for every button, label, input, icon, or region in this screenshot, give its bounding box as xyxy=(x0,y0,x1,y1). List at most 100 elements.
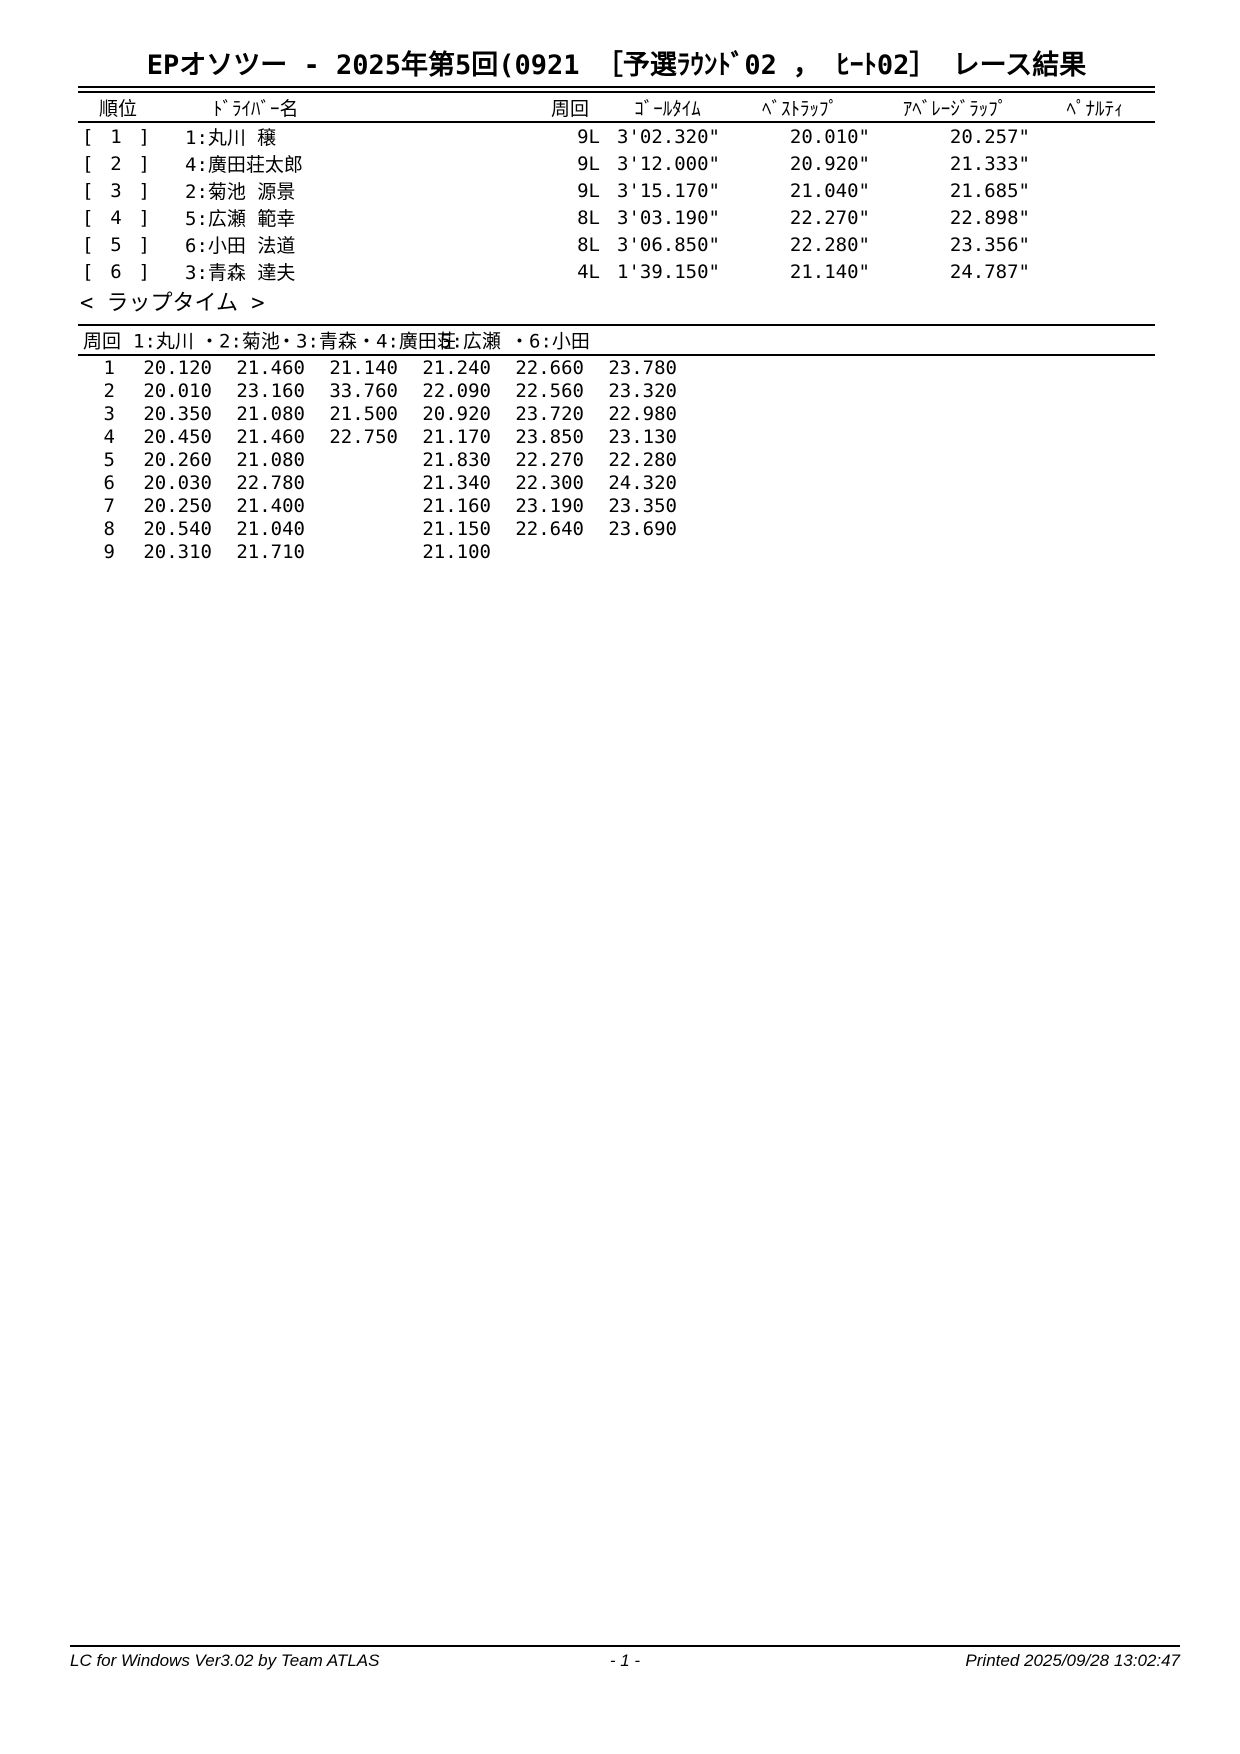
rank-value: 6 xyxy=(110,260,122,283)
footer-software-credit: LC for Windows Ver3.02 by Team ATLAS xyxy=(70,1651,380,1670)
lap-time-cell: 21.830 xyxy=(422,448,491,471)
column-header-laps: 周回 xyxy=(530,93,610,123)
footer-page-number: - 1 - xyxy=(609,1651,641,1670)
lap-row: 5 20.260 21.080 21.830 22.270 22.280 xyxy=(78,448,1155,471)
page-title: EPオソツー - 2025年第5回(0921 ［予選ﾗｳﾝﾄﾞ02 ， ﾋｰﾄ0… xyxy=(146,50,1087,81)
lap-col-header-driver5: 5:広瀬 xyxy=(440,330,501,353)
lap-col-header-driver2: ・2:菊池 xyxy=(200,330,280,353)
lap-time-cell: 21.040 xyxy=(236,517,305,540)
lap-time-cell: 22.560 xyxy=(515,379,584,402)
lap-time-cell: 23.350 xyxy=(608,494,677,517)
lap-time-cell xyxy=(309,448,402,471)
rank-bracket-close: ] xyxy=(138,152,150,175)
lap-time-cell: 21.340 xyxy=(422,471,491,494)
lap-number-cell: 9 xyxy=(103,540,115,563)
lap-time-cell: 22.660 xyxy=(515,356,584,379)
lap-count-cell: 9L xyxy=(577,125,600,148)
lap-count-cell: 8L xyxy=(577,206,600,229)
lap-count-cell: 8L xyxy=(577,233,600,256)
lap-number-cell: 2 xyxy=(103,379,115,402)
rank-value: 4 xyxy=(110,206,122,229)
lap-count-cell: 9L xyxy=(577,152,600,175)
driver-name-cell: 3:青森 達夫 xyxy=(185,262,296,284)
best-lap-cell: 22.280" xyxy=(789,233,870,256)
goal-time-cell: 3'02.320" xyxy=(617,125,720,148)
result-row: [6] 3:青森 達夫 4L 1'39.150" 21.140" 24.787" xyxy=(78,258,1155,285)
column-header-penalty: ﾍﾟﾅﾙﾃｨ xyxy=(1035,93,1155,123)
driver-name-cell: 5:広瀬 範幸 xyxy=(185,208,296,230)
column-header-rank: 順位 xyxy=(78,93,158,123)
best-lap-cell: 20.010" xyxy=(789,125,870,148)
best-lap-cell: 21.040" xyxy=(789,179,870,202)
lap-time-cell: 23.130 xyxy=(608,425,677,448)
lap-section-title: < ラップタイム > xyxy=(80,291,265,316)
lap-table-header-row: 周回 1:丸川 ・2:菊池 ・3:青森 ・4:廣田荘 5:広瀬 ・6:小田 xyxy=(78,326,1155,356)
rank-bracket-close: ] xyxy=(138,260,150,283)
lap-time-cell: 23.320 xyxy=(608,379,677,402)
column-header-driver: ﾄﾞﾗｲﾊﾞｰ名 xyxy=(158,93,530,123)
lap-time-cell: 23.190 xyxy=(515,494,584,517)
rank-bracket-open: [ xyxy=(82,179,94,202)
lap-time-cell: 22.090 xyxy=(422,379,491,402)
driver-name-cell: 2:菊池 源景 xyxy=(185,181,296,203)
rank-bracket-close: ] xyxy=(138,206,150,229)
lap-time-cell: 20.540 xyxy=(143,517,212,540)
lap-time-cell xyxy=(495,540,588,563)
average-lap-cell: 23.356" xyxy=(949,233,1030,256)
rank-cell: [5] xyxy=(78,231,158,258)
goal-time-cell: 3'03.190" xyxy=(617,206,720,229)
goal-time-cell: 1'39.150" xyxy=(617,260,720,283)
title-divider xyxy=(78,86,1155,93)
result-row: [1] 1:丸川 穣 9L 3'02.320" 20.010" 20.257" xyxy=(78,122,1155,150)
goal-time-cell: 3'06.850" xyxy=(617,233,720,256)
empty-cell xyxy=(681,471,1155,494)
driver-name-cell: 6:小田 法道 xyxy=(185,235,296,257)
lap-time-cell: 21.500 xyxy=(329,402,398,425)
lap-time-cell: 20.450 xyxy=(143,425,212,448)
lap-time-cell: 21.170 xyxy=(422,425,491,448)
result-row: [5] 6:小田 法道 8L 3'06.850" 22.280" 23.356" xyxy=(78,231,1155,258)
lap-time-cell xyxy=(588,540,681,563)
lap-table: 周回 1:丸川 ・2:菊池 ・3:青森 ・4:廣田荘 5:広瀬 ・6:小田 1 … xyxy=(78,324,1155,563)
lap-row: 2 20.010 23.160 33.760 22.090 22.560 23.… xyxy=(78,379,1155,402)
lap-row: 9 20.310 21.710 21.100 xyxy=(78,540,1155,563)
best-lap-cell: 22.270" xyxy=(789,206,870,229)
lap-row: 6 20.030 22.780 21.340 22.300 24.320 xyxy=(78,471,1155,494)
lap-count-cell: 9L xyxy=(577,179,600,202)
empty-cell xyxy=(681,379,1155,402)
result-row: [2] 4:廣田荘太郎 9L 3'12.000" 20.920" 21.333" xyxy=(78,150,1155,177)
rank-bracket-open: [ xyxy=(82,233,94,256)
column-header-best-lap: ﾍﾞｽﾄﾗｯﾌﾟ xyxy=(725,93,875,123)
rank-value: 1 xyxy=(110,125,122,148)
rank-value: 5 xyxy=(110,233,122,256)
rank-bracket-open: [ xyxy=(82,260,94,283)
driver-name-cell: 1:丸川 穣 xyxy=(185,127,277,149)
lap-time-cell xyxy=(309,517,402,540)
lap-number-cell: 6 xyxy=(103,471,115,494)
lap-time-cell: 21.710 xyxy=(236,540,305,563)
footer-print-timestamp: Printed 2025/09/28 13:02:47 xyxy=(965,1651,1180,1670)
results-table: 順位 ﾄﾞﾗｲﾊﾞｰ名 周回 ｺﾞｰﾙﾀｲﾑ ﾍﾞｽﾄﾗｯﾌﾟ ｱﾍﾞﾚｰｼﾞﾗ… xyxy=(78,86,1155,285)
column-header-goal-time: ｺﾞｰﾙﾀｲﾑ xyxy=(610,93,725,123)
penalty-cell xyxy=(1035,177,1155,204)
lap-col-header-driver3: ・3:青森 xyxy=(277,330,357,353)
lap-time-cell: 20.350 xyxy=(143,402,212,425)
result-row: [3] 2:菊池 源景 9L 3'15.170" 21.040" 21.685" xyxy=(78,177,1155,204)
lap-time-cell: 20.920 xyxy=(422,402,491,425)
penalty-cell xyxy=(1035,122,1155,150)
lap-time-cell: 23.780 xyxy=(608,356,677,379)
lap-time-cell xyxy=(309,494,402,517)
lap-time-cell: 21.460 xyxy=(236,425,305,448)
rank-bracket-close: ] xyxy=(138,125,150,148)
rank-bracket-close: ] xyxy=(138,233,150,256)
empty-cell xyxy=(681,448,1155,471)
average-lap-cell: 22.898" xyxy=(949,206,1030,229)
average-lap-cell: 24.787" xyxy=(949,260,1030,283)
lap-row: 7 20.250 21.400 21.160 23.190 23.350 xyxy=(78,494,1155,517)
page-footer: LC for Windows Ver3.02 by Team ATLAS - 1… xyxy=(70,1645,1180,1671)
rank-cell: [3] xyxy=(78,177,158,204)
lap-time-cell: 21.140 xyxy=(329,356,398,379)
lap-time-cell: 23.160 xyxy=(236,379,305,402)
lap-time-cell: 21.160 xyxy=(422,494,491,517)
